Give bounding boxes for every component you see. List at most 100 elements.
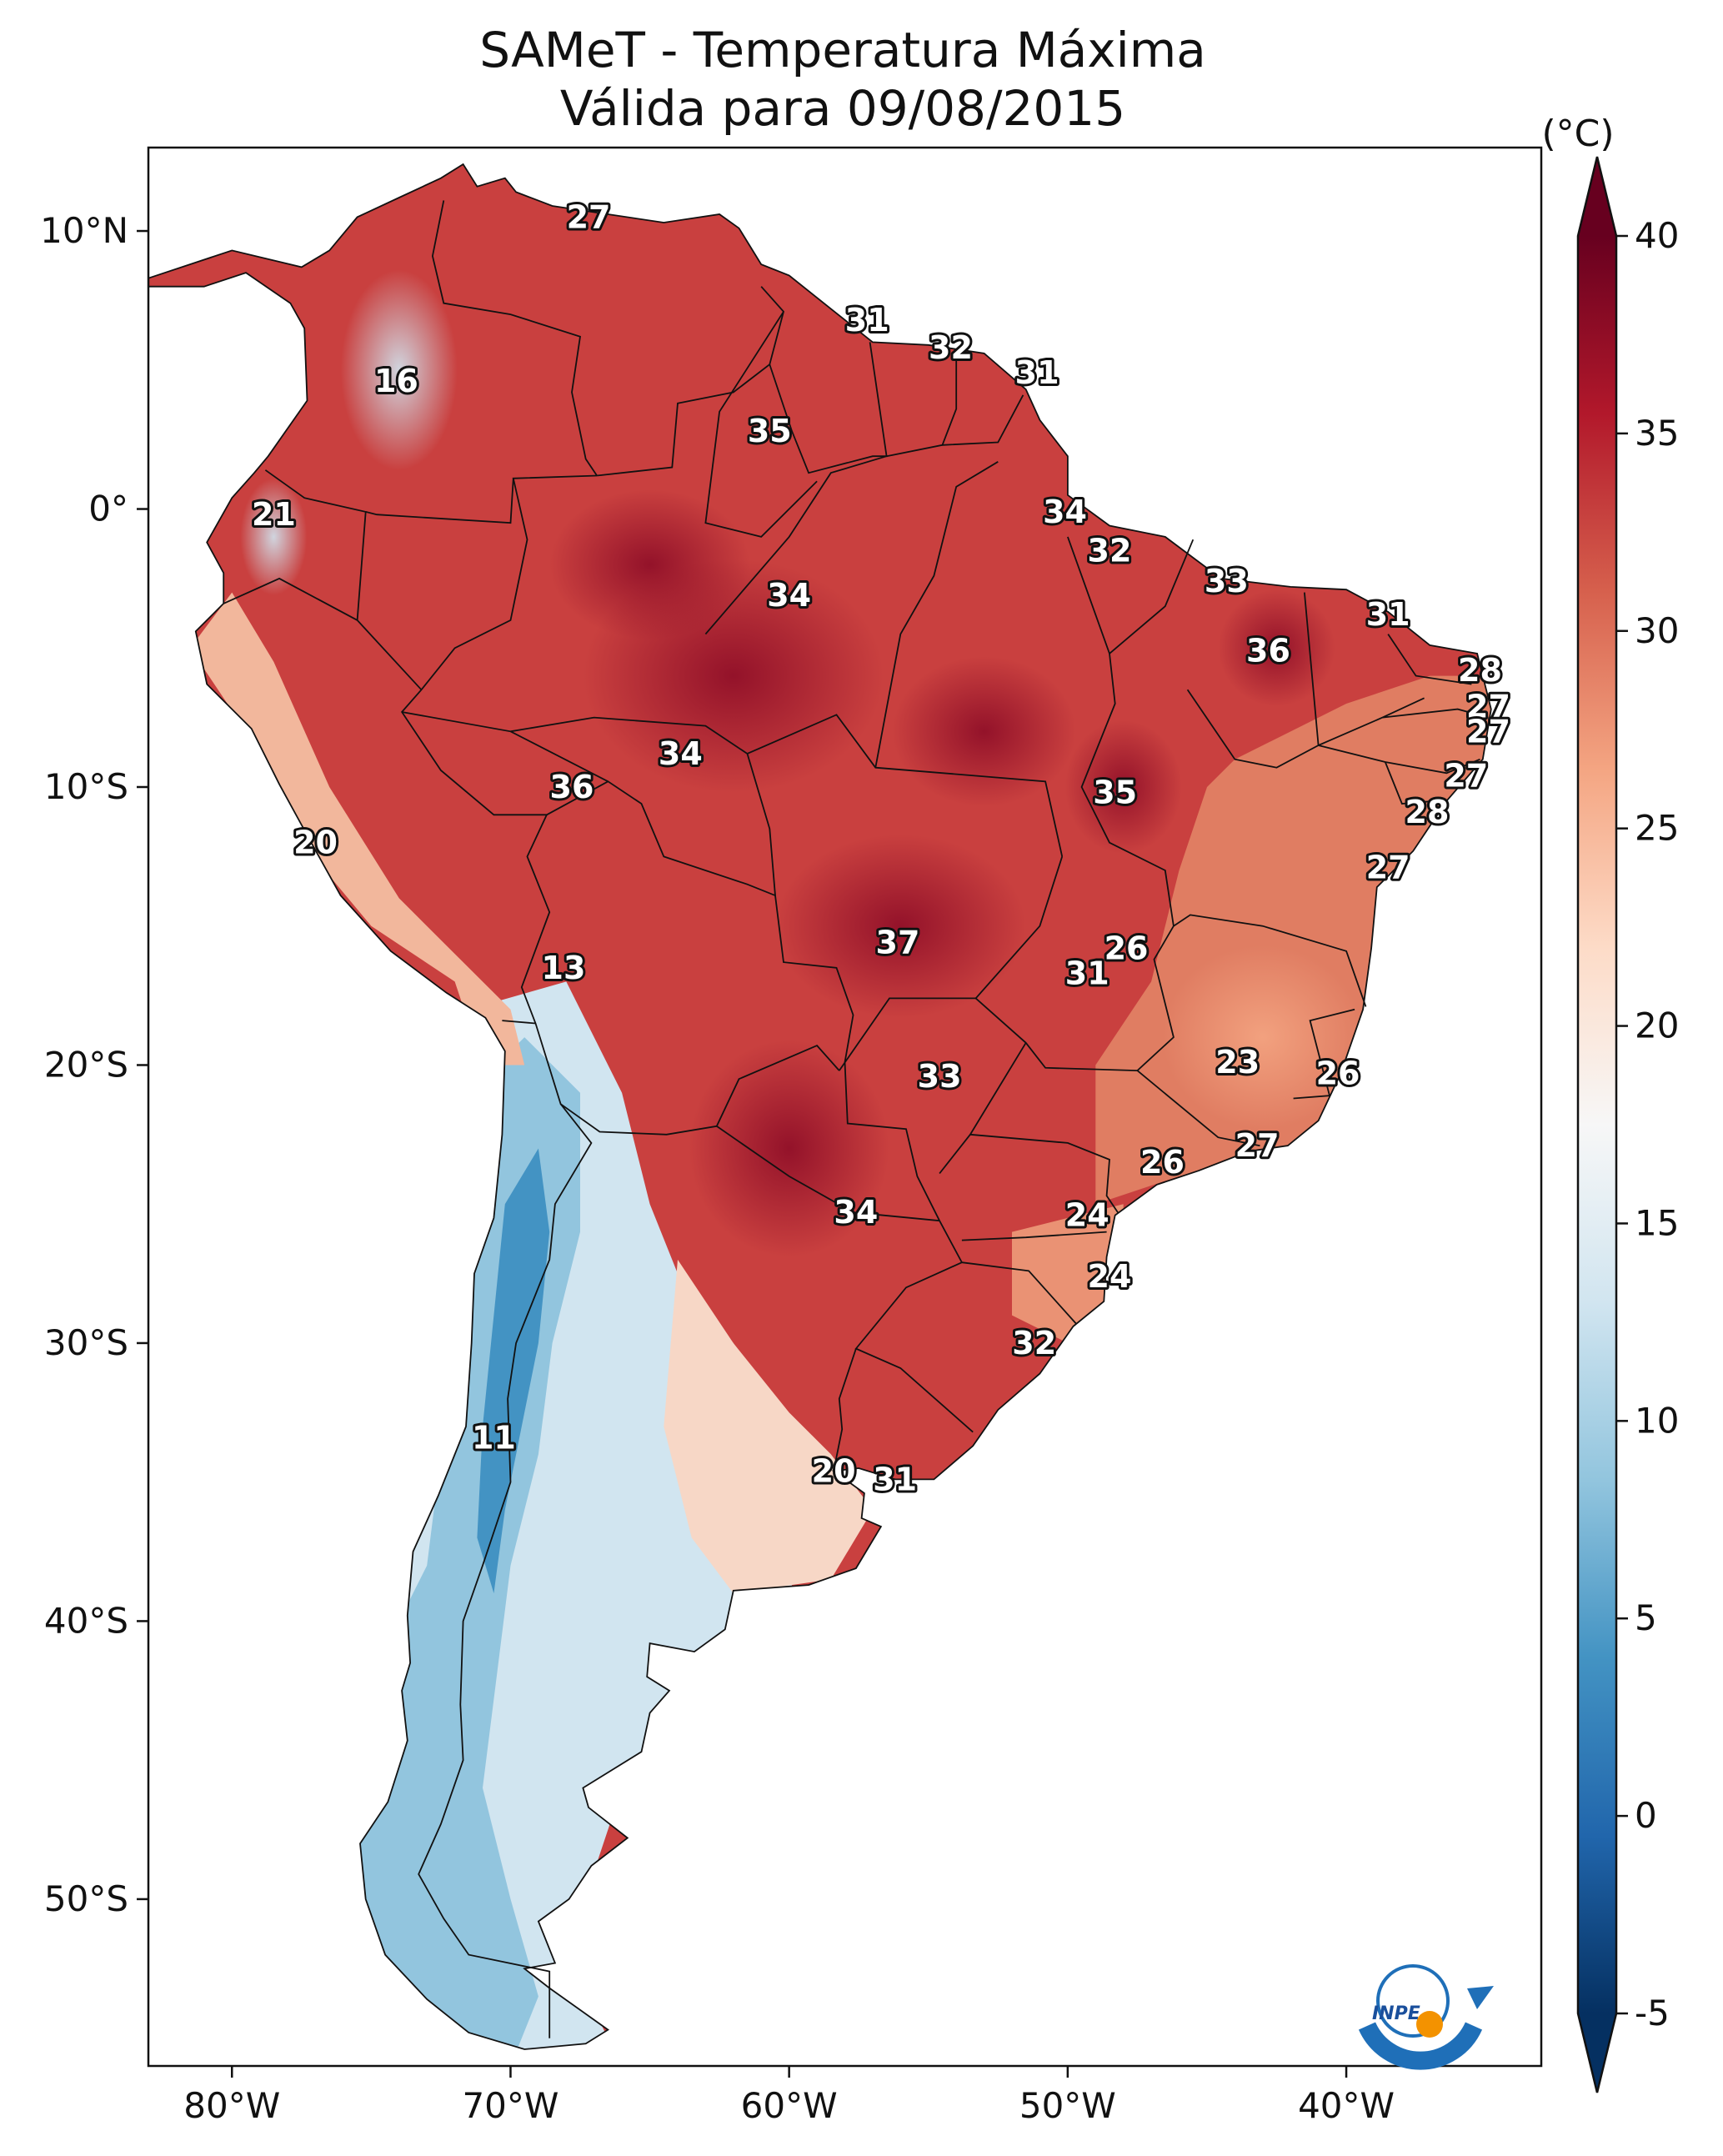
border-line-6 — [223, 577, 423, 690]
map-title-line1: SAMeT - Temperatura Máxima — [479, 22, 1206, 78]
colorbar-tick-label: 15 — [1635, 1202, 1679, 1243]
heat-core-5 — [1218, 589, 1335, 707]
colorbar-extend-min — [1578, 2013, 1616, 2093]
city-temperature-label: 26 — [1104, 930, 1149, 966]
lat-tick-label: 20°S — [44, 1044, 128, 1085]
border-line-30 — [839, 997, 976, 1071]
heat-core-2 — [689, 1040, 889, 1257]
city-temperature-label: 34 — [659, 735, 703, 772]
inpe-logo-text: INPE — [1372, 2003, 1420, 2024]
city-temperature-label: 35 — [748, 413, 792, 449]
border-line-36 — [961, 1231, 1107, 1241]
border-line-13 — [833, 1348, 857, 1472]
lon-tick-label: 60°W — [741, 2085, 838, 2126]
city-temperature-label: 34 — [767, 577, 811, 614]
border-line-9 — [520, 814, 840, 1136]
inpe-logo: INPE — [1358, 1964, 1494, 2070]
city-temperature-label: 13 — [542, 950, 586, 986]
city-temperature-label: 16 — [374, 363, 418, 399]
border-line-26 — [1318, 745, 1480, 775]
city-temperature-label: 36 — [550, 769, 594, 805]
heat-core-3 — [892, 656, 1076, 807]
city-temperature-label: 11 — [472, 1419, 516, 1456]
lat-tick-label: 10°N — [40, 210, 128, 251]
border-line-16 — [746, 753, 776, 896]
border-line-4 — [886, 350, 958, 458]
border-line-10 — [502, 1020, 536, 1025]
border-line-32 — [969, 1133, 1119, 1213]
colorbar-tick-label: 35 — [1635, 413, 1679, 454]
latitude-tick-labels: 10°N 0° 10°S 20°S 30°S 40°S 50°S — [40, 210, 148, 1919]
country-borders — [223, 200, 1489, 2038]
lat-tick-label: 50°S — [44, 1878, 128, 1919]
border-line-34 — [1293, 1008, 1355, 1100]
border-line-20 — [1067, 536, 1175, 926]
city-temperature-label: 31 — [1366, 596, 1410, 633]
city-temperature-label: 27 — [1366, 850, 1410, 886]
city-temperature-label: 24 — [1065, 1197, 1109, 1234]
border-line-5 — [942, 394, 1024, 446]
city-temperature-label: 37 — [876, 925, 920, 961]
border-line-35 — [961, 1261, 1077, 1325]
city-temperature-label: 33 — [1205, 563, 1249, 599]
colorbar-extend-max — [1578, 157, 1616, 236]
city-temperature-label: 34 — [834, 1194, 878, 1231]
colorbar-tick-label: 40 — [1635, 215, 1679, 256]
border-line-21 — [1109, 539, 1195, 654]
border-line-24 — [1387, 634, 1472, 685]
city-temperature-label: 32 — [929, 329, 973, 366]
colorbar-ramp — [1578, 236, 1616, 2013]
city-temperature-label: 27 — [1466, 688, 1510, 725]
border-line-25 — [1382, 708, 1489, 719]
longitude-tick-labels: 80°W 70°W 60°W 50°W 40°W — [183, 2066, 1395, 2126]
city-temperature-label: 27 — [1235, 1127, 1280, 1164]
city-temperature-label: 35 — [1093, 775, 1137, 811]
city-temperature-label: 28 — [1405, 794, 1450, 830]
city-temperature-label: 28 — [1458, 652, 1502, 689]
lon-tick-label: 70°W — [462, 2085, 558, 2126]
colorbar-tick-label: 25 — [1635, 808, 1679, 849]
border-line-19 — [874, 461, 999, 768]
regional-glow-2 — [240, 478, 308, 595]
colorbar-tick-label: 20 — [1635, 1005, 1679, 1046]
border-line-33 — [1136, 1070, 1260, 1147]
border-line-27 — [1384, 761, 1436, 805]
coastline — [148, 163, 1492, 2050]
city-temperature-label: 36 — [1246, 633, 1290, 669]
regional-glow-0 — [340, 269, 458, 470]
lon-tick-label: 40°W — [1298, 2085, 1395, 2126]
border-line-8 — [365, 478, 514, 524]
city-temperature-label: 26 — [1316, 1055, 1360, 1091]
regional-glow-1 — [1162, 945, 1363, 1130]
city-temperature-label: 27 — [567, 198, 611, 235]
colorbar-tick-label: 5 — [1635, 1597, 1657, 1638]
city-temperature-label: 31 — [845, 302, 889, 338]
map-frame — [147, 146, 1543, 2068]
border-line-7 — [264, 469, 367, 620]
map-title-line2: Válida para 09/08/2015 — [560, 80, 1125, 137]
city-temperature-label: 32 — [1012, 1325, 1056, 1361]
border-line-1 — [400, 474, 974, 1433]
border-line-29 — [974, 856, 1175, 1072]
city-temperature-label: 31 — [873, 1461, 917, 1497]
city-temperature-label: 32 — [1088, 533, 1132, 569]
city-temperature-label: 24 — [1088, 1258, 1132, 1295]
city-temperature-label: 31 — [1065, 955, 1109, 991]
border-line-11 — [418, 1103, 593, 2038]
colorbar-tick-label: 30 — [1635, 610, 1679, 651]
lon-tick-label: 80°W — [183, 2085, 280, 2126]
border-line-28 — [1173, 914, 1367, 1007]
city-temperature-label: 31 — [1015, 354, 1059, 391]
heat-core-4 — [549, 489, 750, 640]
border-line-15 — [510, 714, 1064, 857]
colorbar-tick-label: -5 — [1635, 1993, 1670, 2033]
city-temperature-label: 23 — [1215, 1044, 1260, 1081]
city-temperature-label: 27 — [1466, 713, 1510, 750]
lat-tick-label: 30°S — [44, 1322, 128, 1363]
colorbar-ticks: 40 35 30 25 20 15 10 5 0 -5 — [1616, 215, 1679, 2033]
city-temperature-label: 27 — [1444, 758, 1488, 795]
border-line-0 — [431, 200, 598, 477]
colorbar-tick-label: 0 — [1635, 1795, 1657, 1836]
colorbar-unit: (°C) — [1541, 113, 1614, 155]
